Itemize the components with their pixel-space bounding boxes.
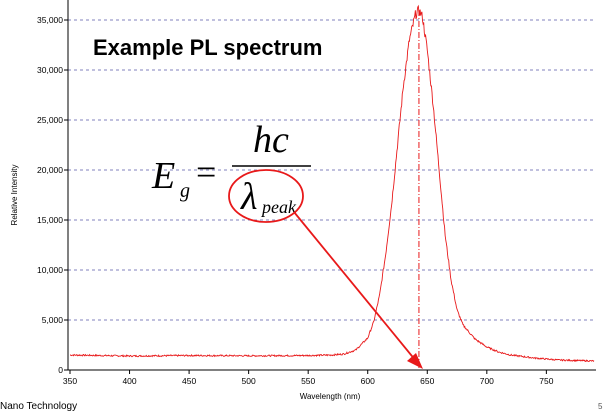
x-axis-label: Wavelength (nm) <box>300 392 361 401</box>
lambda-peak-highlight-circle <box>228 169 304 223</box>
y-tick-label-5000: 5,000 <box>42 315 64 325</box>
page-number: 5 <box>598 402 603 411</box>
series-group <box>69 4 595 370</box>
y-tick-label-10000: 10,000 <box>37 265 63 275</box>
x-tick-label-400: 400 <box>122 376 136 386</box>
plot-area-background <box>68 0 596 370</box>
formula-lhs-subscript: g <box>180 180 190 202</box>
formula-equals-sign: = <box>196 152 216 192</box>
y-tick-label-20000: 20,000 <box>37 165 63 175</box>
formula-lhs: E <box>151 155 175 197</box>
axis-ticks: 0 5,000 10,000 15,000 20,000 25,000 30,000 35,0… <box>37 15 554 386</box>
x-tick-label-500: 500 <box>242 376 256 386</box>
x-tick-label-600: 600 <box>361 376 375 386</box>
peak-pointer-arrow <box>293 211 423 369</box>
y-tick-label-25000: 25,000 <box>37 115 63 125</box>
series-line-0 <box>69 4 595 363</box>
formula-denominator-subscript: peak <box>260 197 297 217</box>
formula-denominator: λ <box>240 176 257 218</box>
peak-pointer-arrow-shaft <box>293 211 417 362</box>
grid-lines <box>68 19 596 321</box>
y-tick-label-15000: 15,000 <box>37 215 63 225</box>
x-tick-label-550: 550 <box>301 376 315 386</box>
formula-numerator: hc <box>253 119 289 161</box>
y-axis-label: Relative Intensity <box>10 165 19 226</box>
bandgap-formula: E g = hc λ peak <box>151 119 311 218</box>
x-tick-label-450: 450 <box>182 376 196 386</box>
y-tick-label-0: 0 <box>58 365 63 375</box>
y-tick-label-35000: 35,000 <box>37 15 63 25</box>
x-tick-label-650: 650 <box>420 376 434 386</box>
peak-pointer-arrowhead <box>407 353 423 369</box>
x-tick-label-700: 700 <box>480 376 494 386</box>
x-tick-label-750: 750 <box>539 376 553 386</box>
x-tick-label-350: 350 <box>63 376 77 386</box>
y-tick-label-30000: 30,000 <box>37 65 63 75</box>
footer-text: Nano Technology <box>0 401 78 412</box>
chart-title: Example PL spectrum <box>93 35 322 60</box>
